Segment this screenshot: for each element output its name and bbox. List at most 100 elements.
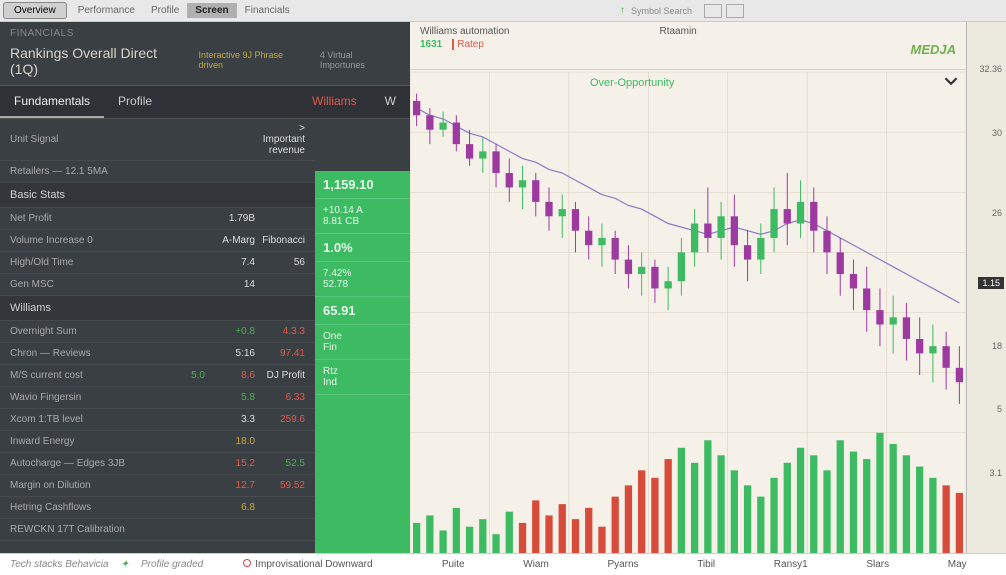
row-val-1: 5.0 xyxy=(155,370,205,381)
toolbar-item-0[interactable]: Profile xyxy=(143,3,187,18)
tab-profile[interactable]: Profile xyxy=(104,86,166,118)
chart-symbol-value: 1631 xyxy=(420,39,442,50)
candlestick-chart[interactable] xyxy=(410,22,966,553)
row-val-3: DJ Profit xyxy=(255,370,305,381)
panel-subtitle-1: Interactive 9J Phrase driven xyxy=(199,50,310,70)
bottom-bar: Tech stacks Behavicia ✦ Profile graded I… xyxy=(0,553,1006,575)
bottom-left-2: Profile graded xyxy=(141,559,203,570)
row-val-2: 259.6 xyxy=(255,414,305,425)
price-cell: +10.14 A8.81 CB xyxy=(315,199,410,234)
price-cell: 65.91 xyxy=(315,297,410,325)
bottom-left-1: Tech stacks Behavicia xyxy=(10,559,109,570)
axis-tick: 30 xyxy=(992,128,1002,138)
row-val-1: A-Marg xyxy=(205,235,255,246)
list-section: Basic Stats xyxy=(0,183,315,208)
x-tick: Wiam xyxy=(523,559,549,570)
row-name: Autocharge — Edges 3JB xyxy=(10,458,205,469)
row-val-2: 97.41 xyxy=(255,348,305,359)
row-val-2: 56 xyxy=(255,257,305,268)
row-name: Overnight Sum xyxy=(10,326,205,337)
row-name: Xcom 1:TB level xyxy=(10,414,205,425)
row-name: Margin on Dilution xyxy=(10,480,205,491)
chart-header-left: Williams automation xyxy=(420,26,509,37)
x-tick: Puite xyxy=(442,559,465,570)
row-val-2: 52.5 xyxy=(255,458,305,469)
row-name: Retailers — 12.1 5MA xyxy=(10,166,205,177)
top-toolbar: Overview Performance Profile Screen Fina… xyxy=(0,0,1006,22)
toolbar-search-label[interactable]: Symbol Search xyxy=(631,6,692,16)
panel-tabs: Fundamentals Profile Williams W xyxy=(0,85,410,119)
row-name: Chron — Reviews xyxy=(10,348,205,359)
row-val-1: 15.2 xyxy=(205,458,255,469)
toolbar-item-performance[interactable]: Performance xyxy=(70,3,143,18)
row-name: M/S current cost xyxy=(10,370,155,381)
list-row[interactable]: Overnight Sum+0.84.3.3 xyxy=(0,321,315,343)
axis-tick: 26 xyxy=(992,208,1002,218)
main-area: FINANCIALS Rankings Overall Direct (1Q) … xyxy=(0,22,1006,553)
x-axis-ticks: PuiteWiamPyarnsTibilRansy1SlarsMay xyxy=(413,559,996,570)
toolbar-box-1[interactable] xyxy=(704,4,722,18)
list-row[interactable]: Xcom 1:TB level3.3259.6 xyxy=(0,409,315,431)
row-val-1: 14 xyxy=(205,279,255,290)
row-val-1: +0.8 xyxy=(205,326,255,337)
x-tick: Pyarns xyxy=(607,559,638,570)
price-cell: OneFin xyxy=(315,325,410,360)
row-name: Net Profit xyxy=(10,213,205,224)
row-val-1: 5.8 xyxy=(205,392,255,403)
axis-tick: 1.15 xyxy=(978,277,1004,289)
toolbar-item-1[interactable]: Screen xyxy=(187,3,236,18)
row-val-1: 18.0 xyxy=(205,436,255,447)
list-row[interactable]: M/S current cost5.08.6DJ Profit xyxy=(0,365,315,387)
row-val-1: 1.79B xyxy=(205,213,255,224)
list-row[interactable]: Margin on Dilution12.759.52 xyxy=(0,475,315,497)
row-val-1: 3.3 xyxy=(205,414,255,425)
panel-header: FINANCIALS xyxy=(0,22,410,41)
list-row[interactable]: Chron — Reviews5:1697.41 xyxy=(0,343,315,365)
price-cell: 1,159.10 xyxy=(315,171,410,199)
list-row[interactable]: Gen MSC14 xyxy=(0,274,315,296)
list-row[interactable]: Wavio Fingersin5.86.33 xyxy=(0,387,315,409)
row-val-3: > Important revenue xyxy=(255,123,305,156)
price-cell: 7.42%52.78 xyxy=(315,262,410,297)
toolbar-btn-overview[interactable]: Overview xyxy=(3,2,67,19)
row-val-1: 12.7 xyxy=(205,480,255,491)
list-row[interactable]: REWCKN 17T Calibration xyxy=(0,519,315,541)
x-tick: May xyxy=(948,559,967,570)
tab-w[interactable]: W xyxy=(371,86,410,118)
row-val-1: 6.8 xyxy=(205,502,255,513)
list-row[interactable]: Retailers — 12.1 5MA xyxy=(0,161,315,183)
metrics-list: Unit Signal > Important revenue Retailers … xyxy=(0,119,315,553)
y-axis: 32.3630261.151853.1 xyxy=(966,22,1006,553)
row-name: Wavio Fingersin xyxy=(10,392,205,403)
row-val-1: 5:16 xyxy=(205,348,255,359)
chart-header-right: Rtaamin xyxy=(659,26,696,37)
panel-body: Unit Signal > Important revenue Retailers … xyxy=(0,119,410,553)
list-row[interactable]: Net Profit1.79B xyxy=(0,208,315,230)
green-price-column: 1,159.10+10.14 A8.81 CB1.0%7.42%52.7865.… xyxy=(315,119,410,553)
row-val-2: 8.6 xyxy=(205,370,255,381)
arrow-up-icon: ↑ xyxy=(620,5,625,16)
toolbar-item-2[interactable]: Financials xyxy=(237,3,298,18)
row-name: REWCKN 17T Calibration xyxy=(10,524,205,535)
list-row[interactable]: High/Old Time7.456 xyxy=(0,252,315,274)
row-val-1: 7.4 xyxy=(205,257,255,268)
panel-subtitle-2: 4 Virtual Importunes xyxy=(320,50,400,70)
toolbar-box-2[interactable] xyxy=(726,4,744,18)
row-name: Hetring Cashflows xyxy=(10,502,205,513)
list-row[interactable]: Inward Energy18.0 xyxy=(0,431,315,453)
chart-logo: MEDJA xyxy=(910,42,956,57)
row-name: Unit Signal xyxy=(10,134,155,145)
row-val-2: Fibonacci xyxy=(255,235,305,246)
row-val-2: 6.33 xyxy=(255,392,305,403)
chart-main[interactable]: Williams automation Rtaamin 1631 Ratep M… xyxy=(410,22,966,553)
list-row[interactable]: Unit Signal > Important revenue xyxy=(0,119,315,161)
chevron-down-icon[interactable] xyxy=(944,74,958,88)
list-row[interactable]: Volume Increase 0A-MargFibonacci xyxy=(0,230,315,252)
tab-fundamentals[interactable]: Fundamentals xyxy=(0,86,104,118)
list-row[interactable]: Hetring Cashflows6.8 xyxy=(0,497,315,519)
tab-williams[interactable]: Williams xyxy=(298,86,371,118)
list-row[interactable]: Autocharge — Edges 3JB15.252.5 xyxy=(0,453,315,475)
row-val-2: 59.52 xyxy=(255,480,305,491)
panel-title: Rankings Overall Direct (1Q) xyxy=(10,45,189,77)
price-cell: RtzInd xyxy=(315,360,410,395)
